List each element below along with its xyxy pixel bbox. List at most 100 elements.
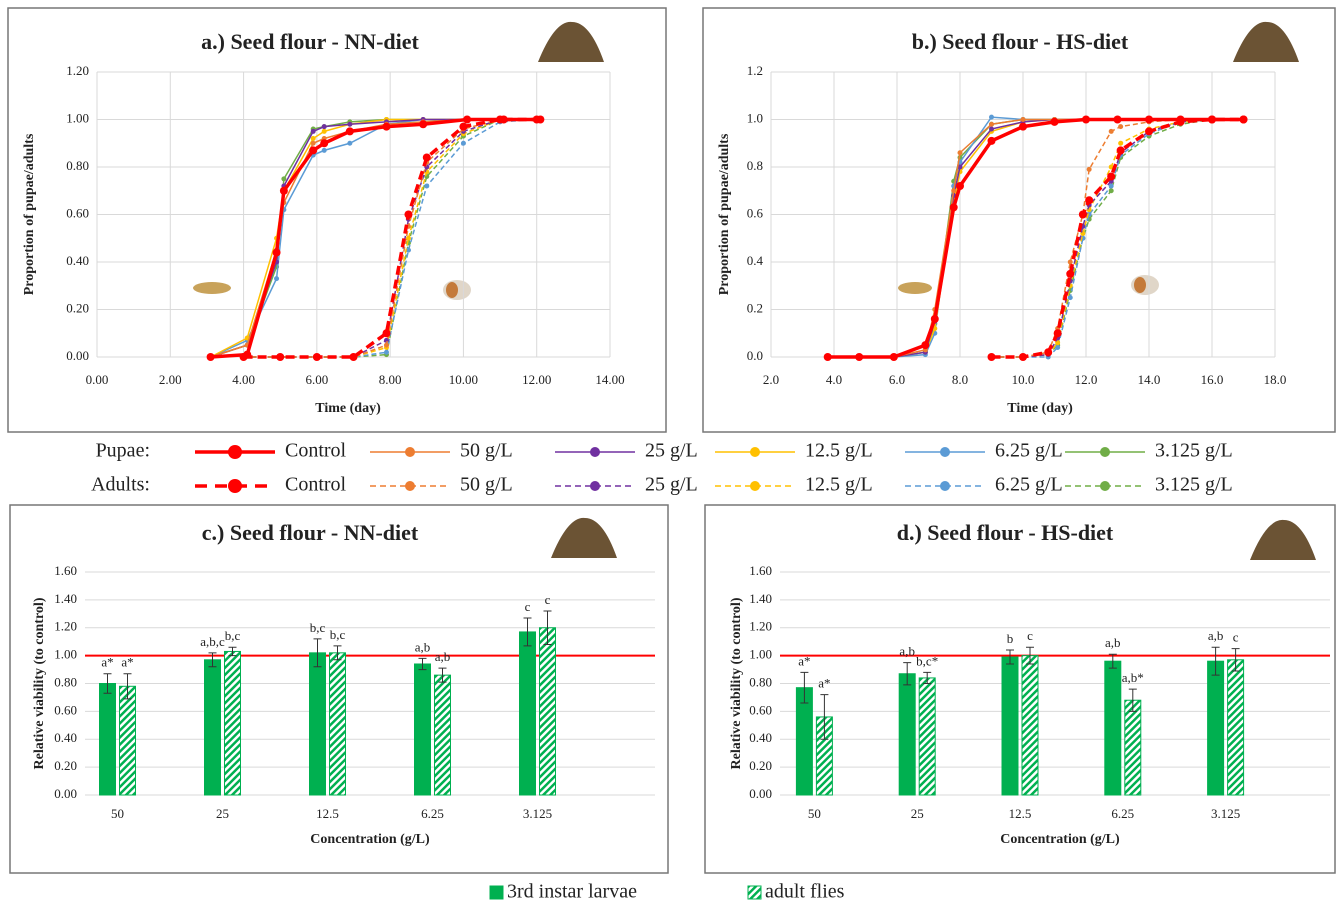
panel-frame: [9, 504, 669, 874]
x-tick-label: 2.0: [763, 372, 779, 387]
legend-marker: [1100, 481, 1110, 491]
y-axis-title: Relative viability (to control): [32, 597, 47, 769]
x-tick-label: 14.0: [1138, 372, 1161, 387]
error-bar: [103, 673, 112, 694]
y-tick-label: 0.80: [66, 158, 89, 173]
x-tick-label: 16.0: [1201, 372, 1224, 387]
legend-marker: [590, 447, 600, 457]
x-tick-label: 3.125: [1211, 806, 1240, 821]
y-tick-label: 0.40: [54, 730, 77, 745]
data-point: [1082, 115, 1090, 124]
legend-swatch: [747, 885, 762, 900]
data-point: [987, 353, 996, 361]
bar: [204, 659, 221, 796]
series-line: [827, 117, 1244, 359]
bar: [1227, 659, 1245, 796]
data-point: [404, 210, 413, 219]
data-point: [989, 121, 994, 127]
significance-label: c: [1027, 628, 1033, 643]
bar: [329, 652, 346, 796]
bar: [224, 650, 241, 796]
error-bar: [228, 646, 237, 657]
error-bar: [333, 645, 342, 661]
data-point: [312, 353, 321, 361]
data-point: [951, 188, 957, 194]
legend-swatch: [489, 885, 504, 900]
data-point: [1086, 166, 1092, 172]
y-tick-label: 1.00: [66, 110, 89, 125]
legend-label: 3.125 g/L: [1155, 474, 1233, 496]
x-tick-label: 18.0: [1264, 372, 1287, 387]
data-point: [1118, 124, 1124, 130]
data-point: [383, 349, 389, 355]
x-tick-label: 50: [111, 806, 124, 821]
significance-label: a,b*: [1122, 670, 1144, 685]
data-point: [206, 353, 215, 361]
y-tick-label: 0.6: [747, 205, 764, 220]
bar: [898, 673, 916, 796]
series-line: [827, 116, 1244, 358]
data-point: [1085, 196, 1094, 205]
error-bar: [123, 673, 132, 700]
series-line: [827, 118, 1244, 358]
significance-label: a,b: [415, 639, 431, 654]
series-line: [827, 118, 1244, 358]
error-bar: [1231, 648, 1240, 672]
bar: [539, 627, 556, 796]
series-line: [210, 118, 541, 358]
y-tick-label: 1.20: [66, 63, 89, 78]
bar: [918, 677, 936, 796]
chart-title: d.) Seed flour - HS-diet: [897, 520, 1114, 545]
data-point: [1145, 127, 1153, 136]
legend-label: 3.125 g/L: [1155, 440, 1233, 462]
data-point: [321, 124, 327, 130]
significance-label: a*: [818, 676, 830, 691]
fly-icon: [1131, 275, 1159, 295]
error-bar: [438, 667, 447, 683]
legend-marker: [405, 447, 415, 457]
x-tick-label: 6.25: [1111, 806, 1134, 821]
data-point: [459, 122, 468, 131]
y-axis-title: Relative viability (to control): [729, 597, 744, 769]
significance-label: b,c: [310, 620, 326, 635]
y-tick-label: 1.60: [749, 563, 772, 578]
x-axis-title: Concentration (g/L): [310, 832, 430, 847]
data-point: [956, 182, 964, 190]
data-point: [989, 114, 994, 120]
y-tick-label: 0.00: [749, 786, 772, 801]
x-tick-label: 12.00: [522, 372, 551, 387]
data-point: [310, 140, 316, 146]
legend-label: 12.5 g/L: [805, 474, 873, 496]
legend-marker: [590, 481, 600, 491]
data-point: [405, 235, 411, 241]
significance-label: a,b: [899, 644, 915, 659]
bar: [1104, 660, 1122, 796]
data-point: [321, 147, 327, 153]
legend-label: Control: [285, 474, 347, 496]
x-tick-label: 14.00: [595, 372, 624, 387]
seed-icon: [551, 517, 617, 558]
data-point: [989, 126, 994, 132]
significance-label: b,c: [330, 627, 346, 642]
data-point: [419, 120, 428, 129]
data-point: [1020, 117, 1026, 122]
data-point: [424, 183, 430, 189]
chart-title: a.) Seed flour - NN-diet: [201, 29, 419, 54]
bar: [1124, 699, 1142, 796]
data-point: [1044, 348, 1053, 357]
x-tick-label: 8.00: [379, 372, 402, 387]
bar: [309, 652, 326, 796]
x-tick-label: 3.125: [523, 806, 552, 821]
y-tick-label: 0.40: [749, 730, 772, 745]
y-tick-label: 1.60: [54, 563, 77, 578]
y-tick-label: 0.8: [747, 158, 763, 173]
y-tick-label: 0.4: [747, 253, 764, 268]
x-tick-label: 4.0: [826, 372, 842, 387]
y-tick-label: 0.00: [54, 786, 77, 801]
y-tick-label: 1.2: [747, 63, 763, 78]
data-point: [1019, 353, 1027, 361]
series-line: [243, 118, 537, 358]
legend-marker: [405, 481, 415, 491]
significance-label: c: [525, 599, 531, 614]
